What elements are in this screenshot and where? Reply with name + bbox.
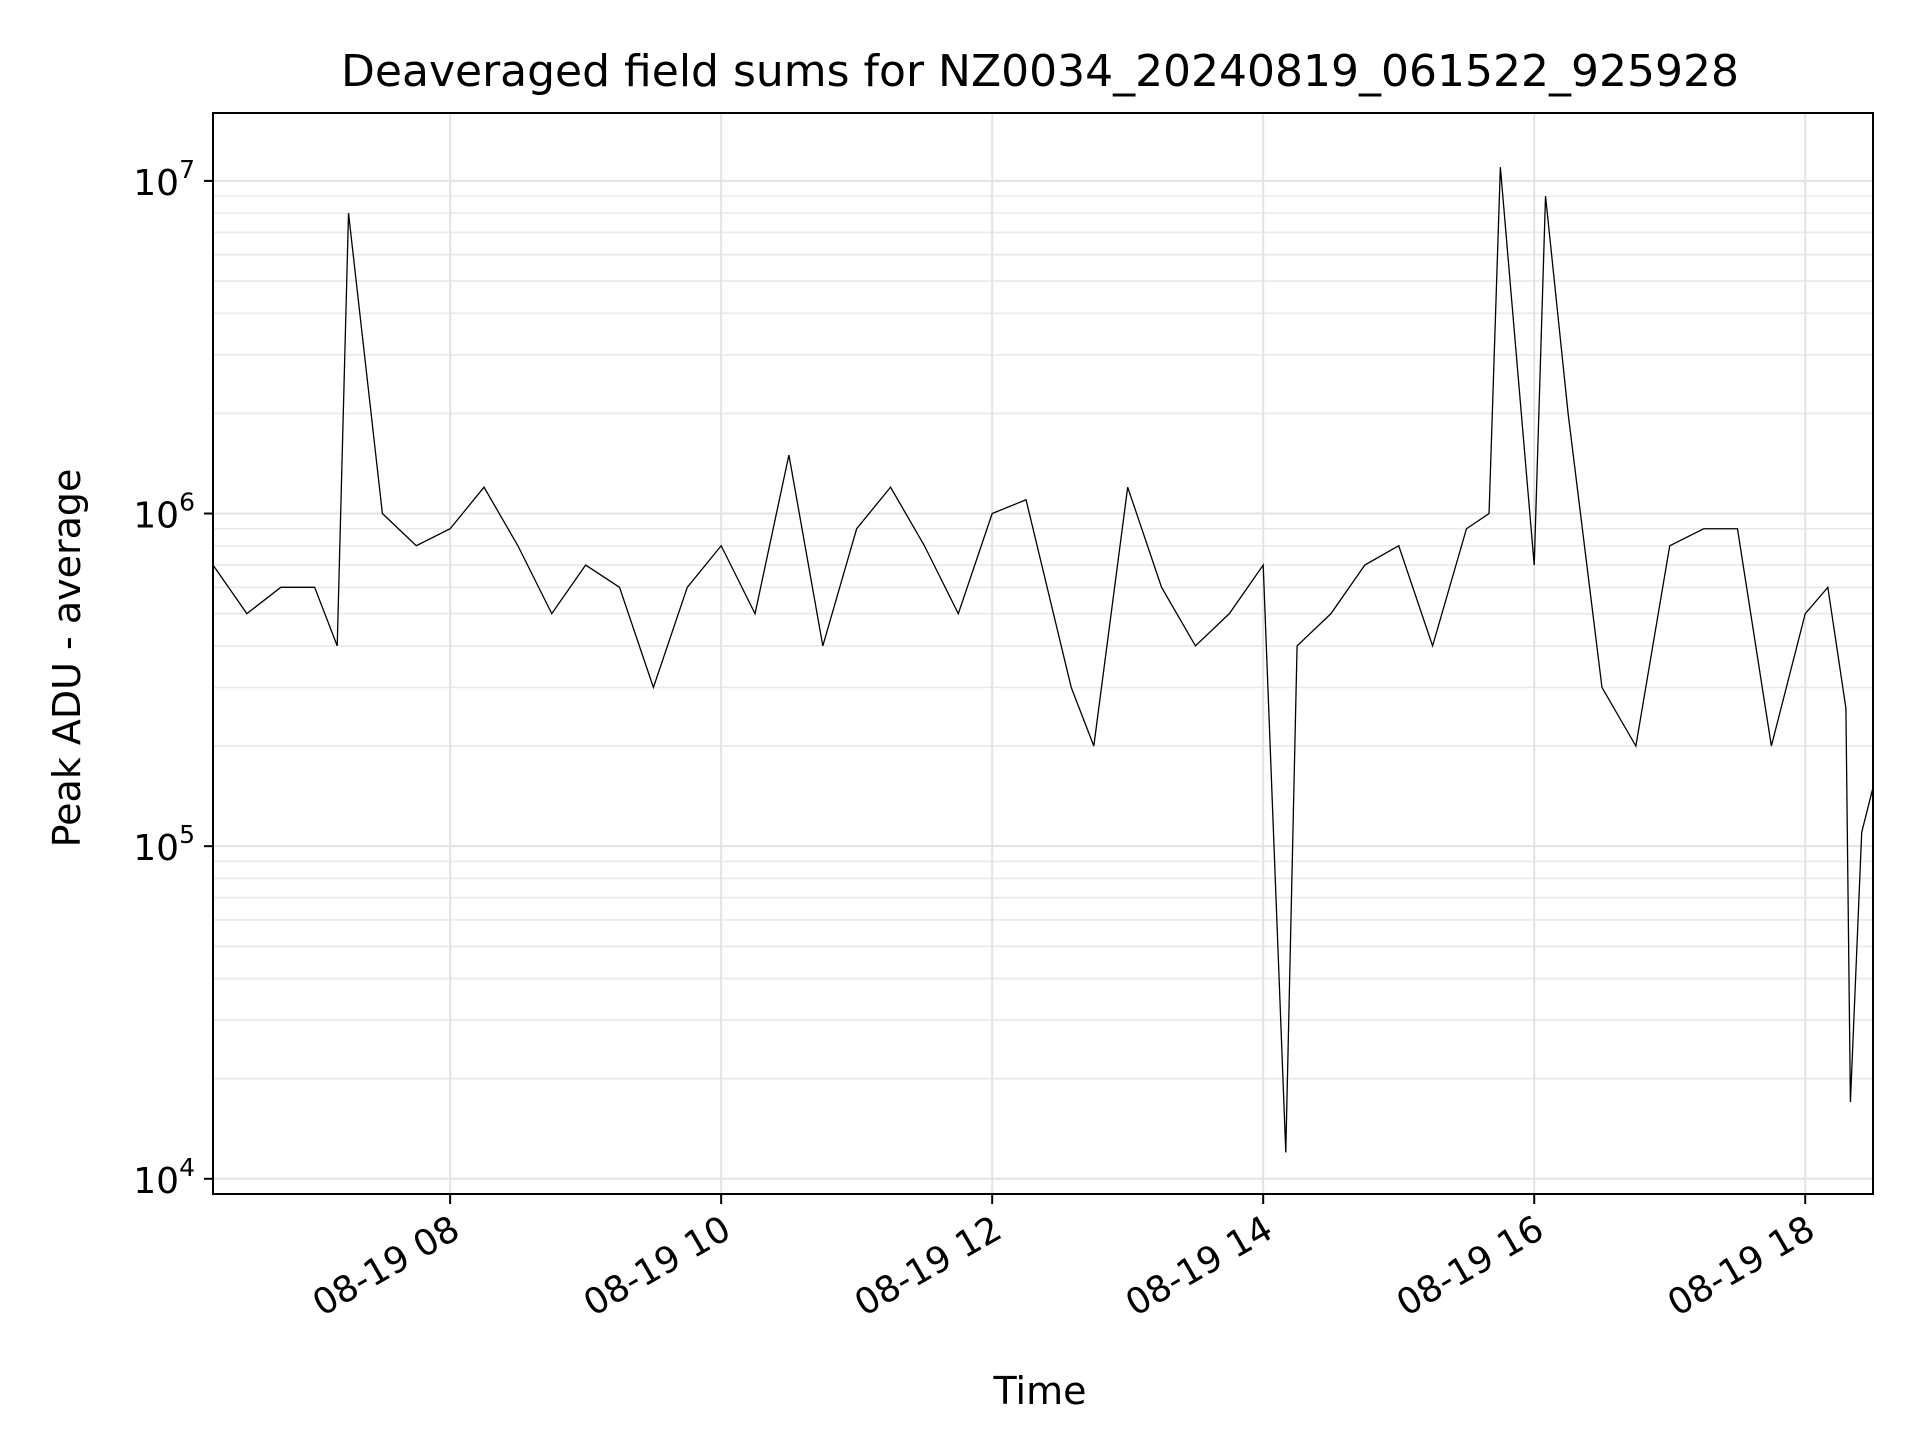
x-tick-label: 08-19 10 <box>577 1208 738 1324</box>
y-tick-label: 105 <box>133 820 195 869</box>
grid <box>213 113 1873 1195</box>
y-tick-label: 106 <box>133 488 195 537</box>
y-tick-label: 104 <box>133 1153 195 1202</box>
x-axis-label: Time <box>993 1369 1087 1413</box>
series-line <box>212 167 1874 1153</box>
x-tick-label: 08-19 18 <box>1661 1208 1822 1324</box>
y-tick-label: 107 <box>133 155 195 204</box>
y-axis-label: Peak ADU - average <box>45 469 89 848</box>
x-tick-label: 08-19 16 <box>1390 1208 1551 1324</box>
x-tick-label: 08-19 12 <box>848 1208 1009 1324</box>
x-tick-label: 08-19 14 <box>1119 1208 1280 1324</box>
x-tick-label: 08-19 08 <box>306 1208 467 1324</box>
plot-frame <box>212 112 1874 1195</box>
x-axis: 08-19 08 08-19 10 08-19 12 08-19 14 08-19 16… <box>306 1194 1822 1325</box>
y-axis: 104 105 106 107 <box>133 155 213 1202</box>
chart-title: Deaveraged field sums for NZ0034_2024081… <box>341 46 1739 97</box>
